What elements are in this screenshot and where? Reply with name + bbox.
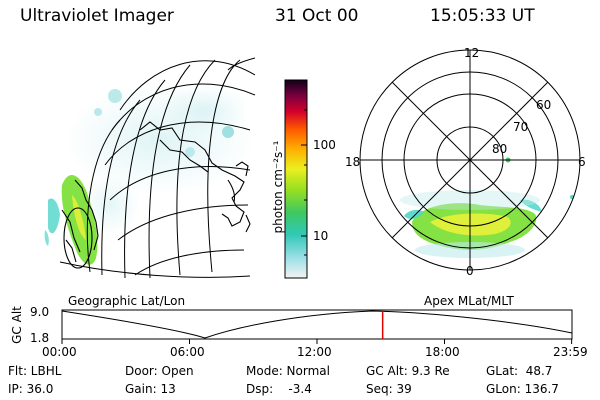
timeline-xtick-1: 06:00 — [170, 345, 205, 359]
timeline-xtick-2: 12:00 — [297, 345, 332, 359]
timeline-xtick-0: 00:00 — [42, 345, 77, 359]
timeline-axis-title: GC Alt — [9, 306, 24, 344]
lat-lon-grid — [59, 57, 256, 279]
info-door: Door: Open — [125, 364, 194, 378]
colorbar-tick-100: 100 — [313, 138, 336, 152]
timeline-xtick-4: 23:59 — [553, 345, 588, 359]
colorbar-unit-label: photon cm⁻²s⁻¹ — [271, 140, 285, 234]
coastlines — [61, 121, 251, 269]
info-gain: Gain: 13 — [125, 382, 176, 396]
altitude-timeline — [61, 309, 573, 344]
info-mode: Mode: Normal — [246, 364, 330, 378]
mlt-label-18: 18 — [345, 155, 361, 169]
colorbar-tick-10: 10 — [313, 229, 329, 243]
info-gc-alt: GC Alt: 9.3 Re — [366, 364, 450, 378]
mlt-label-6: 6 — [578, 155, 586, 169]
mlt-label-12: 12 — [464, 46, 480, 60]
lat-label-80: 80 — [492, 142, 508, 156]
info-glon: GLon: 136.7 — [486, 382, 559, 396]
timeline-ytick-top: 9.0 — [30, 305, 50, 319]
timeline-left-caption: Geographic Lat/Lon — [68, 294, 186, 308]
instrument-title: Ultraviolet Imager — [20, 6, 174, 26]
timeline-ytick-bottom: 1.8 — [30, 331, 50, 345]
observation-time: 15:05:33 UT — [430, 6, 535, 26]
lat-label-70: 70 — [513, 120, 529, 134]
timeline-right-caption: Apex MLat/MLT — [424, 294, 514, 308]
mlt-label-0: 0 — [466, 264, 474, 278]
info-seq: Seq: 39 — [366, 382, 412, 396]
color-scale — [284, 79, 308, 279]
lat-label-60: 60 — [536, 98, 552, 112]
timeline-frame — [61, 309, 573, 340]
info-ip: IP: 36.0 — [8, 382, 54, 396]
geographic-image — [44, 57, 256, 279]
polar-plot — [359, 49, 581, 271]
observation-date: 31 Oct 00 — [275, 6, 359, 26]
info-dsp: Dsp: -3.4 — [246, 382, 312, 396]
altitude-curve — [61, 310, 573, 339]
timeline-xtick-3: 18:00 — [425, 345, 460, 359]
info-filter: Flt: LBHL — [8, 364, 62, 378]
info-glat: GLat: 48.7 — [486, 364, 553, 378]
